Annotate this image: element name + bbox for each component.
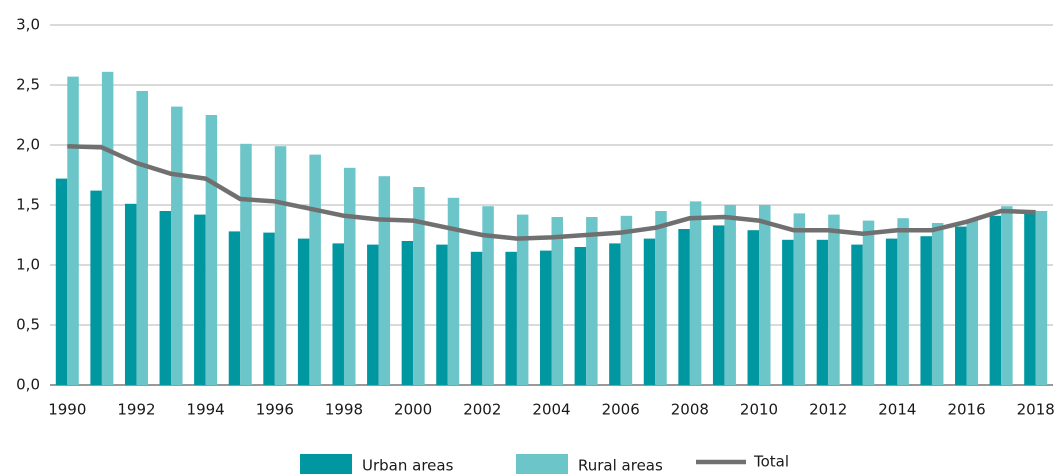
y-tick-label: 3,0 xyxy=(16,16,40,34)
bar xyxy=(90,190,102,385)
bar xyxy=(343,167,356,385)
bar xyxy=(159,211,172,385)
y-tick-label: 1,0 xyxy=(16,256,40,274)
bar xyxy=(897,218,909,385)
legend-label: Total xyxy=(753,453,789,471)
bar xyxy=(1001,206,1013,385)
bar xyxy=(309,154,321,385)
bar xyxy=(782,239,794,385)
x-tick-label: 2002 xyxy=(463,401,501,419)
bar xyxy=(297,238,310,385)
bar xyxy=(367,244,379,385)
bar xyxy=(609,243,621,385)
bar xyxy=(240,143,252,385)
y-tick-label: 2,5 xyxy=(16,76,40,94)
bar xyxy=(540,250,552,385)
legend-label: Urban areas xyxy=(362,457,454,475)
x-tick-label: 2004 xyxy=(532,401,570,419)
bar xyxy=(828,214,840,385)
bar xyxy=(989,215,1002,385)
bar xyxy=(482,206,494,385)
bar xyxy=(1035,211,1048,385)
bar xyxy=(586,217,598,385)
bar xyxy=(205,115,218,385)
bar xyxy=(678,229,690,385)
bar xyxy=(228,231,241,385)
legend-swatch xyxy=(516,454,568,474)
bar xyxy=(136,91,148,385)
bar xyxy=(620,215,633,385)
bar xyxy=(747,230,760,385)
x-tick-label: 2012 xyxy=(809,401,847,419)
legend-label: Rural areas xyxy=(578,457,663,475)
bar xyxy=(1024,213,1036,385)
bar xyxy=(516,214,529,385)
x-tick-label: 2008 xyxy=(671,401,709,419)
bar xyxy=(851,244,863,385)
y-tick-label: 2,0 xyxy=(16,136,40,154)
x-tick-label: 1992 xyxy=(117,401,155,419)
bar xyxy=(574,247,587,385)
bar xyxy=(920,236,932,385)
bar xyxy=(689,201,702,385)
bar xyxy=(55,178,68,385)
bar xyxy=(101,71,114,386)
x-tick-label: 1998 xyxy=(325,401,363,419)
bar xyxy=(712,225,725,385)
bar xyxy=(505,251,517,385)
bar xyxy=(124,203,137,385)
bar xyxy=(955,226,967,385)
bar xyxy=(263,232,275,385)
legend-swatch xyxy=(300,454,352,474)
x-tick-label: 2000 xyxy=(394,401,432,419)
x-tick-label: 1994 xyxy=(187,401,225,419)
x-tick-label: 2006 xyxy=(602,401,640,419)
bar xyxy=(643,238,656,385)
x-tick-label: 1996 xyxy=(256,401,294,419)
x-tick-label: 1990 xyxy=(48,401,86,419)
bar xyxy=(931,223,944,385)
y-tick-label: 0,0 xyxy=(16,376,40,394)
bar xyxy=(862,220,875,385)
bar xyxy=(413,187,425,385)
bar xyxy=(885,238,898,385)
bar xyxy=(966,220,979,385)
bar xyxy=(67,76,79,385)
bar xyxy=(759,205,771,385)
bar xyxy=(447,197,460,385)
x-tick-label: 2010 xyxy=(740,401,778,419)
bar xyxy=(655,211,667,385)
bar xyxy=(378,176,391,385)
y-tick-label: 1,5 xyxy=(16,196,40,214)
total-line xyxy=(67,143,1036,241)
bar xyxy=(332,243,344,385)
bar xyxy=(470,251,483,385)
bar xyxy=(194,214,206,385)
bar xyxy=(724,205,736,385)
bar xyxy=(816,239,829,385)
y-tick-label: 0,5 xyxy=(16,316,40,334)
x-tick-label: 2016 xyxy=(947,401,985,419)
bar xyxy=(401,241,414,385)
bar xyxy=(551,217,563,385)
bar xyxy=(171,106,183,385)
bar xyxy=(274,146,287,385)
x-tick-label: 2014 xyxy=(878,401,916,419)
bar xyxy=(436,244,448,385)
x-tick-label: 2018 xyxy=(1017,401,1055,419)
bar xyxy=(793,213,806,385)
